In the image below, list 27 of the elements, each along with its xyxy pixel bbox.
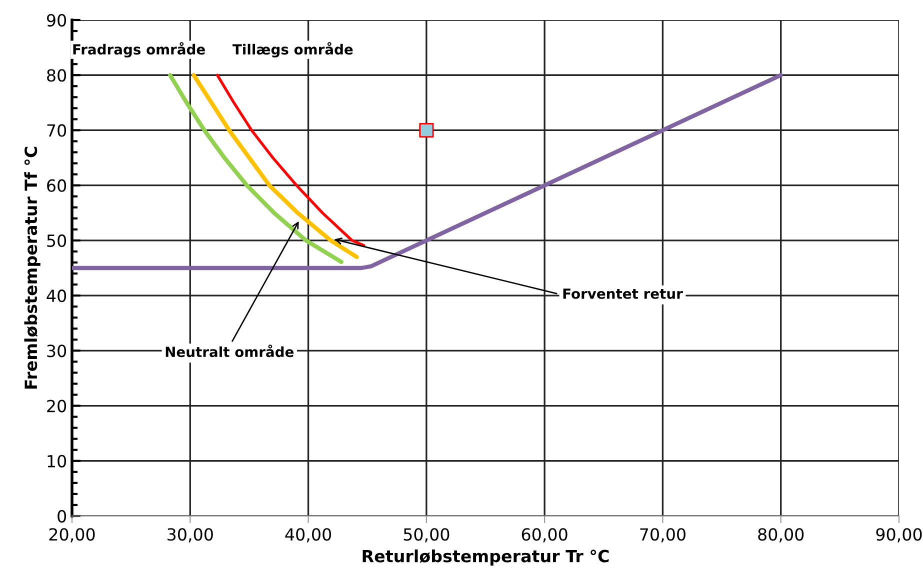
annotation: Forventet retur xyxy=(563,288,683,299)
annotation: Neutralt område xyxy=(166,344,294,358)
y-tick-label: 90 xyxy=(46,14,66,27)
y-tick-label: 40 xyxy=(46,290,66,302)
y-tick-label: 30 xyxy=(47,344,66,358)
x-axis-title: Returløbstemperatur Tr °C xyxy=(362,549,609,566)
x-tick-label: 30,00 xyxy=(168,528,213,542)
x-tick-label: 90,00 xyxy=(876,528,922,542)
y-axis-title: Fremløbstemperatur Tf °C xyxy=(24,146,40,389)
y-tick-label: 0 xyxy=(58,510,66,523)
x-tick-label: 50,00 xyxy=(404,528,450,542)
y-tick-label: 10 xyxy=(48,454,66,468)
line-series xyxy=(192,73,359,260)
x-tick-label: 40,00 xyxy=(285,528,332,542)
x-tick-label: 20,00 xyxy=(49,528,95,542)
line-series xyxy=(216,74,366,247)
y-tick-label: 50 xyxy=(47,234,66,248)
y-tick-label: 60 xyxy=(47,179,66,192)
x-tick-label: 80,00 xyxy=(758,528,804,542)
y-tick-label: 80 xyxy=(47,69,66,82)
annotation: Tillægs område xyxy=(232,42,353,58)
x-tick-label: 70,00 xyxy=(640,528,686,542)
annotation: Fradrags område xyxy=(73,42,205,58)
line-series xyxy=(168,73,344,264)
y-tick-label: 70 xyxy=(47,124,66,137)
x-tick-label: 60,00 xyxy=(522,528,568,542)
y-tick-label: 20 xyxy=(47,400,66,412)
